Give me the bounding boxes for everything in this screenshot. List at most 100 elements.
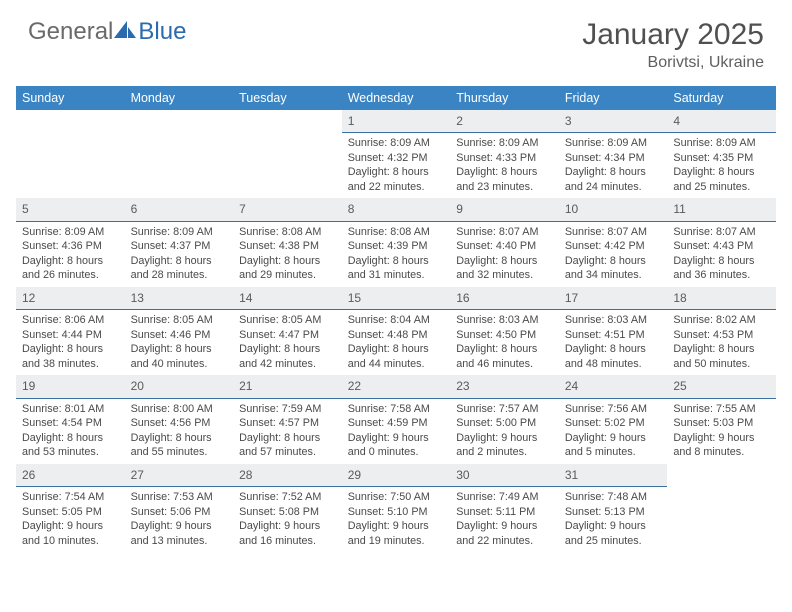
- calendar-day-cell: 28Sunrise: 7:52 AMSunset: 5:08 PMDayligh…: [233, 464, 342, 552]
- day-number: 26: [16, 464, 125, 487]
- calendar-day-cell: 29Sunrise: 7:50 AMSunset: 5:10 PMDayligh…: [342, 464, 451, 552]
- calendar-day-cell: 22Sunrise: 7:58 AMSunset: 4:59 PMDayligh…: [342, 375, 451, 463]
- day-number: 2: [450, 110, 559, 133]
- brand-part1: General: [28, 18, 113, 46]
- day-details: Sunrise: 8:09 AMSunset: 4:34 PMDaylight:…: [559, 133, 668, 198]
- day-number: 7: [233, 198, 342, 221]
- page-header: General Blue January 2025 Borivtsi, Ukra…: [0, 0, 792, 80]
- day-details: Sunrise: 7:56 AMSunset: 5:02 PMDaylight:…: [559, 399, 668, 464]
- calendar-day-cell: 14Sunrise: 8:05 AMSunset: 4:47 PMDayligh…: [233, 287, 342, 375]
- day-details: Sunrise: 8:02 AMSunset: 4:53 PMDaylight:…: [667, 310, 776, 375]
- calendar-day-cell: 13Sunrise: 8:05 AMSunset: 4:46 PMDayligh…: [125, 287, 234, 375]
- day-number: 13: [125, 287, 234, 310]
- day-number: 30: [450, 464, 559, 487]
- calendar-header-row: SundayMondayTuesdayWednesdayThursdayFrid…: [16, 86, 776, 110]
- calendar-day-cell: 21Sunrise: 7:59 AMSunset: 4:57 PMDayligh…: [233, 375, 342, 463]
- weekday-header: Monday: [125, 86, 234, 110]
- weekday-header: Sunday: [16, 86, 125, 110]
- calendar-day-cell: 1Sunrise: 8:09 AMSunset: 4:32 PMDaylight…: [342, 110, 451, 198]
- calendar-day-cell: 15Sunrise: 8:04 AMSunset: 4:48 PMDayligh…: [342, 287, 451, 375]
- day-number: 11: [667, 198, 776, 221]
- day-details: Sunrise: 7:49 AMSunset: 5:11 PMDaylight:…: [450, 487, 559, 552]
- calendar-day-cell: 16Sunrise: 8:03 AMSunset: 4:50 PMDayligh…: [450, 287, 559, 375]
- month-title: January 2025: [582, 18, 764, 52]
- day-number: 24: [559, 375, 668, 398]
- calendar-day-cell: 27Sunrise: 7:53 AMSunset: 5:06 PMDayligh…: [125, 464, 234, 552]
- day-details: Sunrise: 8:08 AMSunset: 4:38 PMDaylight:…: [233, 222, 342, 287]
- day-number: 31: [559, 464, 668, 487]
- day-details: Sunrise: 7:55 AMSunset: 5:03 PMDaylight:…: [667, 399, 776, 464]
- day-details: Sunrise: 7:50 AMSunset: 5:10 PMDaylight:…: [342, 487, 451, 552]
- calendar-day-cell: 18Sunrise: 8:02 AMSunset: 4:53 PMDayligh…: [667, 287, 776, 375]
- calendar-day-cell: [16, 110, 125, 198]
- day-details: Sunrise: 8:05 AMSunset: 4:46 PMDaylight:…: [125, 310, 234, 375]
- calendar-day-cell: 9Sunrise: 8:07 AMSunset: 4:40 PMDaylight…: [450, 198, 559, 286]
- day-number: 19: [16, 375, 125, 398]
- calendar-day-cell: 5Sunrise: 8:09 AMSunset: 4:36 PMDaylight…: [16, 198, 125, 286]
- calendar-week-row: 5Sunrise: 8:09 AMSunset: 4:36 PMDaylight…: [16, 198, 776, 286]
- calendar-day-cell: 25Sunrise: 7:55 AMSunset: 5:03 PMDayligh…: [667, 375, 776, 463]
- day-details: Sunrise: 8:03 AMSunset: 4:50 PMDaylight:…: [450, 310, 559, 375]
- calendar-table: SundayMondayTuesdayWednesdayThursdayFrid…: [16, 86, 776, 552]
- sail-icon: [114, 18, 136, 46]
- day-number: 21: [233, 375, 342, 398]
- weekday-header: Thursday: [450, 86, 559, 110]
- day-details: Sunrise: 8:09 AMSunset: 4:32 PMDaylight:…: [342, 133, 451, 198]
- weekday-header: Friday: [559, 86, 668, 110]
- day-details: Sunrise: 8:09 AMSunset: 4:37 PMDaylight:…: [125, 222, 234, 287]
- calendar-day-cell: 11Sunrise: 8:07 AMSunset: 4:43 PMDayligh…: [667, 198, 776, 286]
- day-details: Sunrise: 8:04 AMSunset: 4:48 PMDaylight:…: [342, 310, 451, 375]
- calendar-week-row: 19Sunrise: 8:01 AMSunset: 4:54 PMDayligh…: [16, 375, 776, 463]
- calendar-day-cell: 17Sunrise: 8:03 AMSunset: 4:51 PMDayligh…: [559, 287, 668, 375]
- day-number: 3: [559, 110, 668, 133]
- location-label: Borivtsi, Ukraine: [582, 54, 764, 72]
- calendar-day-cell: [233, 110, 342, 198]
- calendar-day-cell: 23Sunrise: 7:57 AMSunset: 5:00 PMDayligh…: [450, 375, 559, 463]
- day-number: 22: [342, 375, 451, 398]
- day-details: Sunrise: 8:09 AMSunset: 4:33 PMDaylight:…: [450, 133, 559, 198]
- day-number: 6: [125, 198, 234, 221]
- day-details: Sunrise: 8:08 AMSunset: 4:39 PMDaylight:…: [342, 222, 451, 287]
- day-details: Sunrise: 8:07 AMSunset: 4:42 PMDaylight:…: [559, 222, 668, 287]
- day-details: Sunrise: 8:07 AMSunset: 4:43 PMDaylight:…: [667, 222, 776, 287]
- day-details: Sunrise: 7:54 AMSunset: 5:05 PMDaylight:…: [16, 487, 125, 552]
- day-details: Sunrise: 8:06 AMSunset: 4:44 PMDaylight:…: [16, 310, 125, 375]
- calendar-day-cell: 10Sunrise: 8:07 AMSunset: 4:42 PMDayligh…: [559, 198, 668, 286]
- calendar-week-row: 12Sunrise: 8:06 AMSunset: 4:44 PMDayligh…: [16, 287, 776, 375]
- day-details: Sunrise: 8:03 AMSunset: 4:51 PMDaylight:…: [559, 310, 668, 375]
- day-details: Sunrise: 8:01 AMSunset: 4:54 PMDaylight:…: [16, 399, 125, 464]
- calendar-day-cell: 24Sunrise: 7:56 AMSunset: 5:02 PMDayligh…: [559, 375, 668, 463]
- calendar-day-cell: 30Sunrise: 7:49 AMSunset: 5:11 PMDayligh…: [450, 464, 559, 552]
- day-number: 9: [450, 198, 559, 221]
- day-details: Sunrise: 7:59 AMSunset: 4:57 PMDaylight:…: [233, 399, 342, 464]
- calendar-day-cell: [667, 464, 776, 552]
- day-details: Sunrise: 8:07 AMSunset: 4:40 PMDaylight:…: [450, 222, 559, 287]
- calendar-week-row: 26Sunrise: 7:54 AMSunset: 5:05 PMDayligh…: [16, 464, 776, 552]
- calendar-day-cell: 6Sunrise: 8:09 AMSunset: 4:37 PMDaylight…: [125, 198, 234, 286]
- day-details: Sunrise: 7:53 AMSunset: 5:06 PMDaylight:…: [125, 487, 234, 552]
- day-number: 4: [667, 110, 776, 133]
- day-details: Sunrise: 8:05 AMSunset: 4:47 PMDaylight:…: [233, 310, 342, 375]
- day-number: 1: [342, 110, 451, 133]
- title-block: January 2025 Borivtsi, Ukraine: [582, 18, 764, 72]
- day-number: 29: [342, 464, 451, 487]
- weekday-header: Tuesday: [233, 86, 342, 110]
- day-number: 5: [16, 198, 125, 221]
- day-details: Sunrise: 8:00 AMSunset: 4:56 PMDaylight:…: [125, 399, 234, 464]
- day-number: 15: [342, 287, 451, 310]
- calendar-day-cell: 12Sunrise: 8:06 AMSunset: 4:44 PMDayligh…: [16, 287, 125, 375]
- day-number: 10: [559, 198, 668, 221]
- day-number: 27: [125, 464, 234, 487]
- calendar-day-cell: 2Sunrise: 8:09 AMSunset: 4:33 PMDaylight…: [450, 110, 559, 198]
- day-number: 20: [125, 375, 234, 398]
- day-number: 14: [233, 287, 342, 310]
- brand-logo: General Blue: [28, 18, 186, 46]
- calendar-day-cell: 26Sunrise: 7:54 AMSunset: 5:05 PMDayligh…: [16, 464, 125, 552]
- day-number: 17: [559, 287, 668, 310]
- day-details: Sunrise: 7:58 AMSunset: 4:59 PMDaylight:…: [342, 399, 451, 464]
- weekday-header: Saturday: [667, 86, 776, 110]
- calendar-day-cell: 7Sunrise: 8:08 AMSunset: 4:38 PMDaylight…: [233, 198, 342, 286]
- calendar-day-cell: 31Sunrise: 7:48 AMSunset: 5:13 PMDayligh…: [559, 464, 668, 552]
- day-number: 16: [450, 287, 559, 310]
- day-details: Sunrise: 8:09 AMSunset: 4:35 PMDaylight:…: [667, 133, 776, 198]
